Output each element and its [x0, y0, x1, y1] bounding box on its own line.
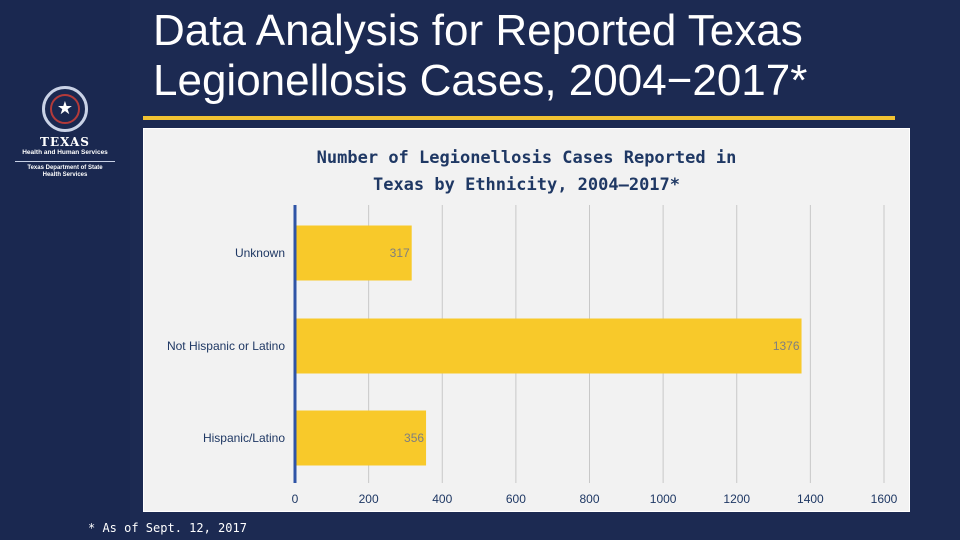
bar-1	[295, 318, 802, 374]
bar-value-label-2: 356	[404, 431, 424, 445]
slide-title-line2: Legionellosis Cases, 2004−2017*	[153, 56, 808, 105]
bar-0	[295, 225, 412, 281]
x-tick-label-200: 200	[359, 492, 379, 506]
x-tick-label-1000: 1000	[650, 492, 677, 506]
slide-title: Data Analysis for Reported Texas Legione…	[153, 6, 953, 106]
chart-title-line2: Texas by Ethnicity, 2004–2017*	[372, 175, 681, 195]
x-tick-label-800: 800	[579, 492, 599, 506]
bar-value-label-1: 1376	[773, 339, 800, 353]
logo-hhs-text: Health and Human Services	[22, 149, 108, 156]
category-label-1: Not Hispanic or Latino	[167, 339, 285, 353]
category-label-0: Unknown	[235, 246, 285, 260]
chart-title-line1: Number of Legionellosis Cases Reported i…	[316, 148, 737, 168]
logo-dshs-line2: Health Services	[42, 172, 88, 178]
category-label-2: Hispanic/Latino	[203, 431, 285, 445]
star-seal-icon: ★	[42, 86, 88, 132]
logo-org-name: TEXAS	[40, 135, 90, 149]
logo-divider	[15, 161, 115, 162]
chart-panel: Number of Legionellosis Cases Reported i…	[143, 128, 910, 512]
bar-value-label-0: 317	[390, 246, 410, 260]
x-tick-label-1600: 1600	[871, 492, 898, 506]
chart-title: Number of Legionellosis Cases Reported i…	[144, 145, 909, 199]
x-tick-label-1400: 1400	[797, 492, 824, 506]
logo-dshs-line1: Texas Department of State	[27, 165, 103, 171]
x-tick-label-400: 400	[432, 492, 452, 506]
bar-2	[295, 410, 427, 466]
slide-title-line1: Data Analysis for Reported Texas	[153, 6, 803, 55]
title-underline	[143, 116, 895, 120]
x-tick-label-0: 0	[292, 492, 299, 506]
x-tick-label-1200: 1200	[723, 492, 750, 506]
x-tick-label-600: 600	[506, 492, 526, 506]
bar-chart: 317 Unknown 1376 Not Hispanic or Latino 356 H…	[167, 205, 898, 506]
footnote: * As of Sept. 12, 2017	[88, 521, 247, 535]
left-sidebar-panel: ★ TEXAS Health and Human Services Texas …	[0, 0, 130, 540]
texas-hhs-logo: ★ TEXAS Health and Human Services Texas …	[6, 86, 124, 179]
